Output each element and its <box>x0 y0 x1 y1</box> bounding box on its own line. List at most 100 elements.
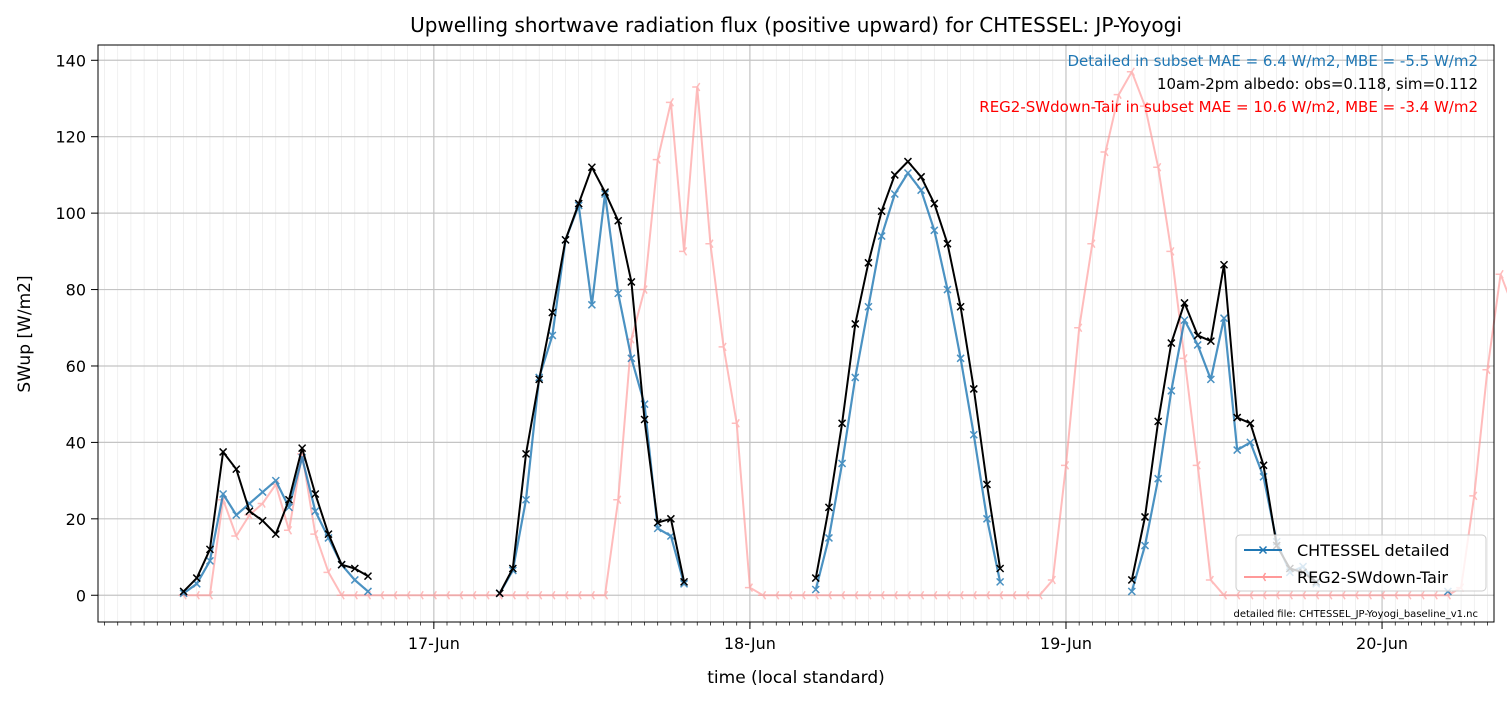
data-point-observed <box>521 449 531 458</box>
data-point-reg2-swdown-tair <box>389 590 398 600</box>
footnote-detailed-file: detailed file: CHTESSEL_JP-Yoyogi_baseli… <box>1234 609 1479 620</box>
data-point-reg2-swdown-tair <box>1008 590 1017 600</box>
data-point-chtessel-detailed <box>982 514 991 523</box>
data-point-reg2-swdown-tair <box>995 590 1004 600</box>
legend: CHTESSEL detailed REG2-SWdown-Tair <box>1235 534 1487 592</box>
data-point-chtessel-detailed <box>864 302 873 311</box>
data-point-reg2-swdown-tair <box>823 590 833 600</box>
data-point-reg2-swdown-tair <box>1100 147 1109 157</box>
data-point-chtessel-detailed <box>996 577 1005 586</box>
data-point-observed <box>284 495 293 504</box>
data-point-reg2-swdown-tair <box>1074 323 1083 333</box>
data-point-observed <box>324 530 333 539</box>
data-point-reg2-swdown-tair <box>1298 590 1307 600</box>
data-point-reg2-swdown-tair <box>1377 590 1386 600</box>
data-point-chtessel-detailed <box>232 510 241 520</box>
data-point-reg2-swdown-tair <box>665 97 675 107</box>
data-point-reg2-swdown-tair <box>1219 590 1228 600</box>
data-point-chtessel-detailed <box>653 524 662 533</box>
data-point-observed <box>1140 512 1150 521</box>
data-point-reg2-swdown-tair <box>955 590 964 600</box>
data-point-chtessel-detailed <box>969 430 978 439</box>
data-point-reg2-swdown-tair <box>283 525 293 535</box>
data-point-observed <box>890 170 899 179</box>
grid <box>98 45 1494 622</box>
data-point-reg2-swdown-tair <box>1469 491 1478 501</box>
data-point-reg2-swdown-tair <box>204 590 214 600</box>
data-point-chtessel-detailed <box>824 533 833 542</box>
data-point-reg2-swdown-tair <box>1034 590 1043 600</box>
legend-box <box>1235 534 1487 592</box>
data-point-reg2-swdown-tair <box>1350 590 1359 600</box>
plot-series <box>178 67 1507 600</box>
data-point-chtessel-detailed <box>930 226 939 235</box>
data-point-chtessel-detailed <box>179 589 188 598</box>
data-point-reg2-swdown-tair <box>692 82 701 92</box>
data-point-observed <box>917 172 926 181</box>
data-point-reg2-swdown-tair <box>889 590 898 600</box>
data-point-reg2-swdown-tair <box>521 590 530 600</box>
data-point-reg2-swdown-tair <box>534 590 543 600</box>
data-point-observed <box>548 308 557 317</box>
data-point-observed <box>982 480 991 489</box>
data-point-chtessel-detailed <box>956 354 965 363</box>
data-point-reg2-swdown-tair <box>758 590 767 600</box>
data-point-reg2-swdown-tair <box>481 590 490 600</box>
data-point-reg2-swdown-tair <box>560 590 569 600</box>
data-point-chtessel-detailed <box>877 232 886 241</box>
data-point-chtessel-detailed <box>1180 316 1189 325</box>
data-point-reg2-swdown-tair <box>1126 67 1135 77</box>
data-point-reg2-swdown-tair <box>1337 590 1346 600</box>
data-point-reg2-swdown-tair <box>731 418 740 428</box>
data-point-reg2-swdown-tair <box>1232 590 1241 600</box>
data-point-reg2-swdown-tair <box>639 285 648 294</box>
data-point-observed <box>614 216 623 225</box>
data-point-observed <box>1219 260 1229 269</box>
data-point-chtessel-detailed <box>587 300 596 309</box>
x-axis-label: time (local standard) <box>707 668 885 688</box>
annotation-reg2-error: REG2-SWdown-Tair in subset MAE = 10.6 W/… <box>979 98 1478 116</box>
data-point-reg2-swdown-tair <box>231 531 240 541</box>
data-point-reg2-swdown-tair <box>679 246 688 256</box>
data-point-reg2-swdown-tair <box>1429 590 1438 600</box>
data-point-chtessel-detailed <box>1219 314 1229 323</box>
data-point-reg2-swdown-tair <box>1311 590 1320 600</box>
data-point-chtessel-detailed <box>1193 340 1202 349</box>
y-tick-label: 100 <box>55 204 86 223</box>
data-point-reg2-swdown-tair <box>613 495 622 505</box>
data-point-reg2-swdown-tair <box>1363 590 1373 600</box>
data-point-chtessel-detailed <box>811 585 820 594</box>
data-point-reg2-swdown-tair <box>981 590 991 600</box>
data-point-observed <box>969 384 978 393</box>
data-point-observed <box>219 447 228 456</box>
data-point-observed <box>956 302 965 311</box>
data-point-observed <box>943 239 952 248</box>
x-tick-label: 17-Jun <box>408 634 460 653</box>
data-point-reg2-swdown-tair <box>1047 575 1056 585</box>
data-point-reg2-swdown-tair <box>1324 590 1333 600</box>
data-point-chtessel-detailed <box>1246 438 1255 447</box>
y-tick-label: 20 <box>66 510 86 529</box>
data-point-observed <box>838 419 847 428</box>
data-point-observed <box>179 587 188 596</box>
data-point-observed <box>363 572 373 581</box>
data-point-chtessel-detailed <box>1154 474 1163 483</box>
data-point-reg2-swdown-tair <box>1192 460 1201 470</box>
data-point-reg2-swdown-tair <box>1284 590 1294 600</box>
data-point-reg2-swdown-tair <box>455 590 464 600</box>
data-point-observed <box>495 589 504 598</box>
data-point-reg2-swdown-tair <box>902 590 912 600</box>
data-point-reg2-swdown-tair <box>1403 590 1412 600</box>
data-point-reg2-swdown-tair <box>1416 590 1425 600</box>
data-point-reg2-swdown-tair <box>376 590 385 600</box>
data-point-observed <box>680 577 689 586</box>
data-point-observed <box>1233 413 1242 422</box>
data-point-reg2-swdown-tair <box>916 590 925 600</box>
data-point-reg2-swdown-tair <box>1495 269 1504 279</box>
data-point-reg2-swdown-tair <box>652 155 661 165</box>
data-point-observed <box>666 514 675 523</box>
data-point-observed <box>864 258 873 267</box>
data-point-observed <box>930 199 939 208</box>
data-point-chtessel-detailed <box>890 189 899 199</box>
x-tick-label: 20-Jun <box>1356 634 1408 653</box>
